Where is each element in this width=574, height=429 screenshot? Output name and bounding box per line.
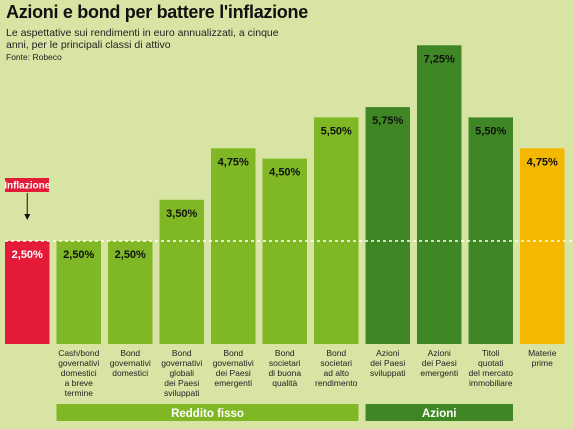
group-label: Azioni: [422, 408, 457, 420]
category-label: Azioni dei Paesi sviluppati: [370, 348, 406, 378]
bar: [365, 107, 410, 344]
chart-subtitle: Le aspettative sui rendimenti in euro an…: [6, 27, 279, 51]
bar: [314, 117, 359, 345]
bar-value-label: 7,25%: [424, 53, 455, 65]
bar-value-label: 5,75%: [372, 115, 403, 127]
bar: [417, 45, 462, 345]
category-label: Cash/bond governativi domestici a breve term…: [58, 348, 99, 398]
inflation-arrow-head: [24, 214, 31, 220]
bar-value-label: 2,50%: [12, 249, 43, 261]
bar: [468, 117, 513, 345]
bar-value-label: 4,75%: [527, 156, 558, 168]
category-label: Materie prime: [528, 348, 557, 368]
category-label: Titoli quotati del mercato immobiliare: [469, 348, 514, 388]
bar: [520, 148, 565, 344]
chart-source: Fonte: Robeco: [6, 52, 62, 62]
category-label: Bond societari di buona qualità: [268, 348, 301, 388]
bar-value-label: 5,50%: [321, 125, 352, 137]
group-band: [365, 404, 513, 421]
chart-title: Azioni e bond per battere l'inflazione: [6, 2, 308, 22]
bar: [56, 241, 101, 344]
category-label: Bond governativi domestici: [110, 348, 151, 378]
bar-value-label: 2,50%: [115, 249, 146, 261]
inflation-label-box: [5, 178, 49, 192]
category-label: Azioni dei Paesi emergenti: [420, 348, 458, 378]
bar: [211, 148, 256, 344]
bar-value-label: 5,50%: [475, 125, 506, 137]
bar-value-label: 2,50%: [63, 249, 94, 261]
category-label: Bond governativi dei Paesi emergenti: [213, 348, 254, 388]
bar: [108, 241, 153, 344]
inflation-label: Inflazione: [4, 181, 51, 192]
group-band: [56, 404, 359, 421]
group-label: Reddito fisso: [171, 408, 244, 420]
bar-value-label: 3,50%: [166, 208, 197, 220]
bar: [262, 158, 307, 344]
category-label: Bond governativi globali dei Paesi sviluppat…: [161, 348, 202, 398]
bar-value-label: 4,75%: [218, 156, 249, 168]
category-label: Bond societari ad alto rendimento: [315, 348, 358, 388]
bar: [5, 241, 50, 344]
bar-value-label: 4,50%: [269, 167, 300, 179]
bar: [159, 199, 204, 344]
